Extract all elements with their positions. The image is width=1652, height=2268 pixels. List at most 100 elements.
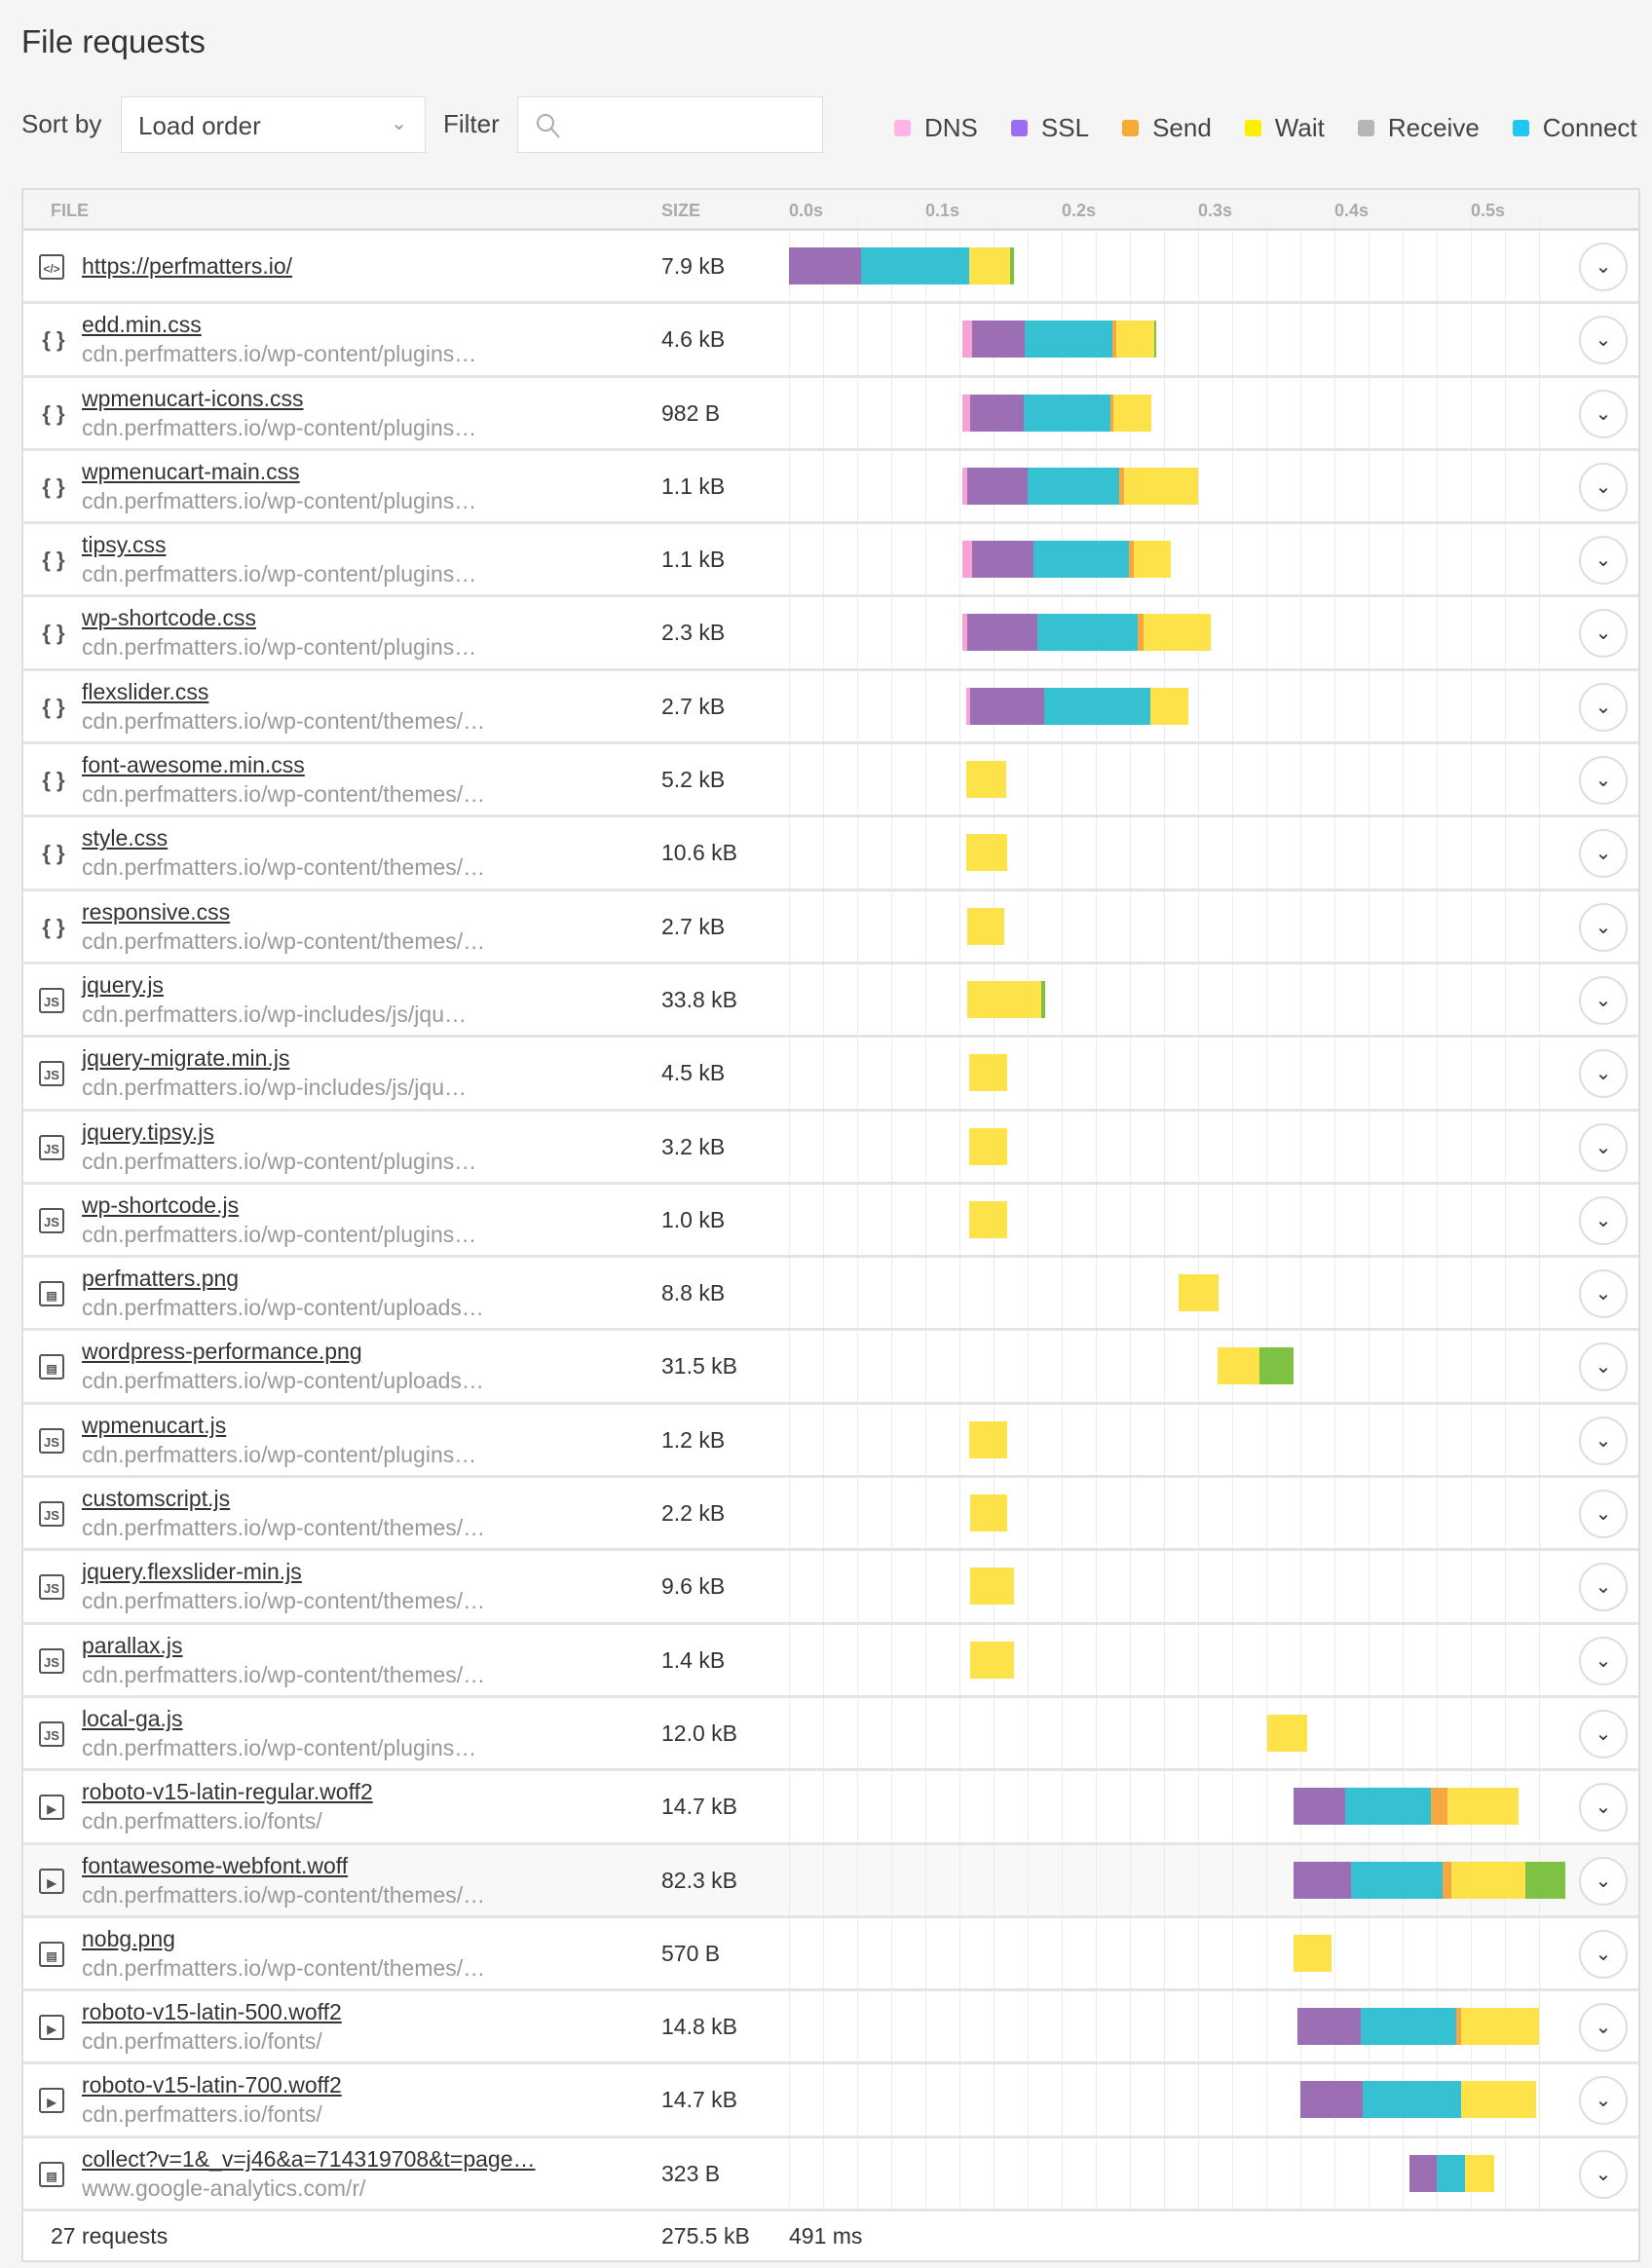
css-file-icon: { }: [42, 841, 65, 866]
file-link[interactable]: wordpress-performance.png: [82, 1339, 362, 1365]
file-link[interactable]: collect?v=1&_v=j46&a=714319708&t=page…: [82, 2145, 536, 2172]
gridline: [959, 670, 960, 742]
expand-button[interactable]: ⌄: [1579, 1269, 1628, 1319]
expand-button[interactable]: ⌄: [1579, 2149, 1628, 2199]
file-size: 2.7 kB: [661, 693, 726, 719]
filter-field[interactable]: [517, 96, 823, 153]
file-link[interactable]: wp-shortcode.js: [82, 1191, 240, 1218]
gridline: [1505, 670, 1506, 742]
file-link[interactable]: nobg.png: [82, 1925, 175, 1951]
legend: DNS SSL Send Wait Receive Connect: [894, 113, 1637, 143]
gridline: [994, 1258, 995, 1329]
gridline: [789, 377, 790, 448]
expand-button[interactable]: ⌄: [1579, 1709, 1628, 1758]
gridline: [1505, 450, 1506, 522]
file-link[interactable]: tipsy.css: [82, 532, 167, 558]
gridline: [1369, 524, 1370, 595]
gridline: [1403, 817, 1404, 888]
bar-segment-wait: [1461, 2081, 1537, 2119]
file-link[interactable]: https://perfmatters.io/: [82, 253, 293, 279]
file-link[interactable]: jquery.flexslider-min.js: [82, 1559, 302, 1585]
expand-button[interactable]: ⌄: [1579, 829, 1628, 879]
bar-segment-send: [1431, 1788, 1448, 1826]
expand-button[interactable]: ⌄: [1579, 462, 1628, 511]
expand-button[interactable]: ⌄: [1579, 1929, 1628, 1979]
file-host: cdn.perfmatters.io/wp-includes/js/jqu…: [82, 1001, 467, 1027]
file-link[interactable]: jquery-migrate.min.js: [82, 1045, 290, 1072]
expand-button[interactable]: ⌄: [1579, 243, 1628, 291]
file-link[interactable]: style.css: [82, 825, 169, 851]
expand-button[interactable]: ⌄: [1579, 902, 1628, 952]
expand-button[interactable]: ⌄: [1579, 1490, 1628, 1539]
expand-button[interactable]: ⌄: [1579, 1636, 1628, 1685]
file-link[interactable]: roboto-v15-latin-700.woff2: [82, 2072, 342, 2098]
expand-button[interactable]: ⌄: [1579, 536, 1628, 586]
gridline: [925, 964, 926, 1036]
gridline: [994, 1771, 995, 1842]
gridline: [1198, 744, 1199, 815]
gridline: [823, 1111, 824, 1182]
expand-button[interactable]: ⌄: [1579, 1563, 1628, 1612]
gridline: [891, 670, 892, 742]
file-link[interactable]: responsive.css: [82, 898, 231, 925]
waterfall-track: [789, 1478, 1572, 1549]
gridline: [857, 450, 858, 522]
expand-button[interactable]: ⌄: [1579, 2076, 1628, 2126]
bar-segment-ssl: [1297, 2008, 1361, 2046]
expand-button[interactable]: ⌄: [1579, 389, 1628, 438]
gridline: [789, 450, 790, 522]
expand-button[interactable]: ⌄: [1579, 1783, 1628, 1833]
gridline: [1232, 597, 1233, 668]
gridline: [1164, 1624, 1165, 1695]
expand-button[interactable]: ⌄: [1579, 1342, 1628, 1392]
expand-button[interactable]: ⌄: [1579, 682, 1628, 732]
expand-button[interactable]: ⌄: [1579, 1049, 1628, 1099]
js-file-icon: JS: [39, 1134, 64, 1160]
gridline: [1130, 1917, 1131, 1989]
file-link[interactable]: wp-shortcode.css: [82, 605, 256, 631]
gridline: [1096, 1258, 1097, 1329]
file-link[interactable]: wpmenucart-main.css: [82, 458, 300, 484]
file-link[interactable]: roboto-v15-latin-500.woff2: [82, 1999, 342, 2025]
expand-button[interactable]: ⌄: [1579, 975, 1628, 1025]
gridline: [789, 744, 790, 815]
expand-button[interactable]: ⌄: [1579, 2003, 1628, 2053]
gridline: [1130, 231, 1131, 302]
table-row: </> https://perfmatters.io/7.9 kB ⌄: [23, 231, 1638, 305]
gridline: [1028, 1844, 1029, 1915]
file-link[interactable]: wpmenucart.js: [82, 1412, 227, 1438]
file-host: cdn.perfmatters.io/wp-content/plugins…: [82, 634, 477, 661]
file-link[interactable]: font-awesome.min.css: [82, 752, 305, 778]
expand-button[interactable]: ⌄: [1579, 1195, 1628, 1245]
filter-input[interactable]: [518, 97, 822, 152]
chevron-down-icon: ⌄: [1595, 843, 1612, 865]
gridline: [1164, 1404, 1165, 1476]
table-row: { } edd.min.css cdn.perfmatters.io/wp-cont…: [23, 304, 1638, 378]
file-link[interactable]: jquery.tipsy.js: [82, 1118, 214, 1145]
expand-button[interactable]: ⌄: [1579, 756, 1628, 806]
gridline: [1300, 597, 1301, 668]
gridline: [1437, 817, 1438, 888]
expand-button[interactable]: ⌄: [1579, 1122, 1628, 1172]
file-link[interactable]: roboto-v15-latin-regular.woff2: [82, 1779, 373, 1805]
gridline: [891, 817, 892, 888]
expand-button[interactable]: ⌄: [1579, 316, 1628, 365]
file-link[interactable]: perfmatters.png: [82, 1266, 240, 1292]
expand-button[interactable]: ⌄: [1579, 1856, 1628, 1906]
gridline: [857, 2064, 858, 2136]
file-link[interactable]: wpmenucart-icons.css: [82, 385, 304, 411]
js-file-icon: JS: [39, 1501, 64, 1528]
file-link[interactable]: local-ga.js: [82, 1705, 183, 1731]
expand-button[interactable]: ⌄: [1579, 609, 1628, 659]
sort-select[interactable]: Load order ⌄: [121, 96, 426, 153]
gridline: [1300, 964, 1301, 1036]
file-link[interactable]: edd.min.css: [82, 312, 202, 338]
expand-button[interactable]: ⌄: [1579, 1416, 1628, 1465]
file-link[interactable]: customscript.js: [82, 1486, 231, 1512]
file-link[interactable]: parallax.js: [82, 1632, 183, 1658]
file-link[interactable]: fontawesome-webfont.woff: [82, 1852, 349, 1878]
file-link[interactable]: flexslider.css: [82, 678, 209, 704]
gridline: [1437, 524, 1438, 595]
file-link[interactable]: jquery.js: [82, 971, 164, 998]
total-time: 491 ms: [789, 2223, 863, 2249]
